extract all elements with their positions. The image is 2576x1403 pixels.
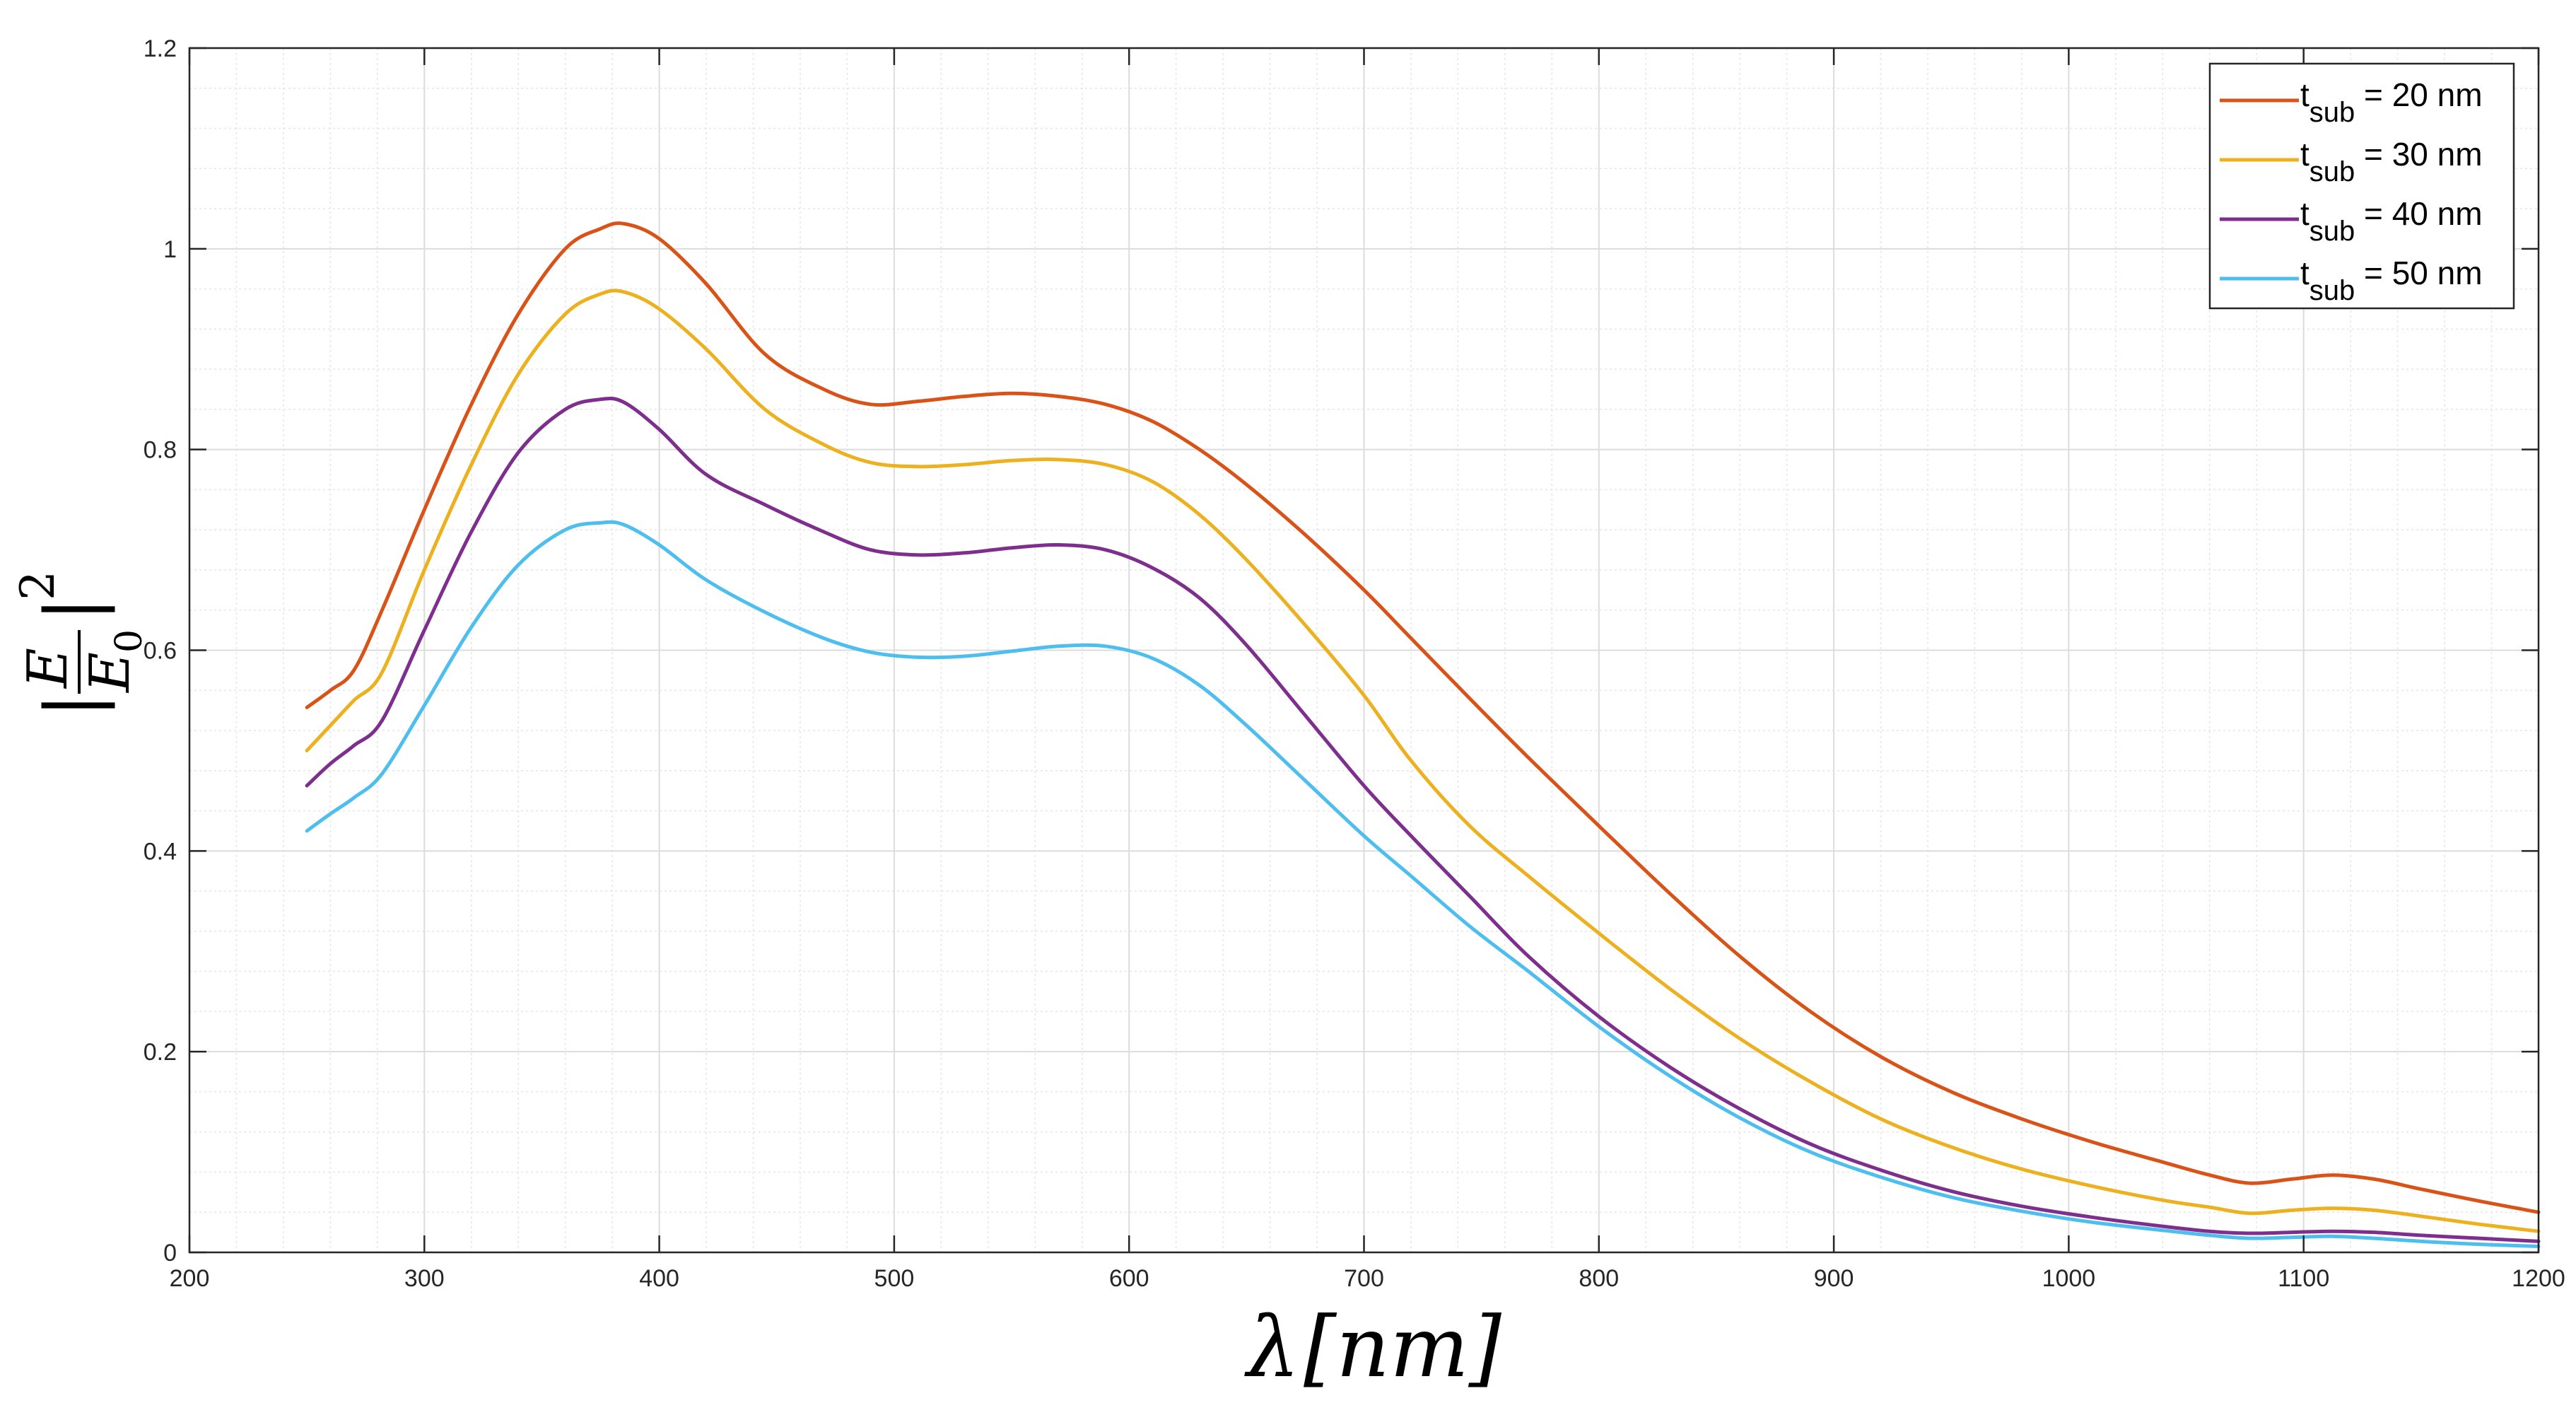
ticks [188,47,2540,1254]
legend-label: tsub = 20 nm [2300,76,2483,128]
legend-entries: tsub = 20 nm tsub = 30 nm tsub = 40 nm tsub… [2220,76,2483,306]
legend-box [2208,62,2515,310]
x-label-symbol: λ [1244,1298,1300,1396]
x-tick-label: 800 [1579,1265,1619,1292]
x-tick-label: 400 [639,1265,679,1292]
y-label-denominator-subscript: 0 [108,629,151,653]
x-tick-label: 200 [170,1265,210,1292]
x-tick-label: 1000 [2042,1265,2096,1292]
y-tick-label: 1.2 [144,35,177,62]
y-tick-label: 0 [163,1240,177,1267]
x-tick-label: 300 [404,1265,445,1292]
legend: tsub = 20 nm tsub = 30 nm tsub = 40 nm tsub… [2208,62,2515,310]
x-tick-label: 600 [1109,1265,1149,1292]
x-tick-label: 700 [1344,1265,1384,1292]
y-label-exponent: 2 [11,571,65,600]
x-tick-label: 900 [1814,1265,1854,1292]
y-tick-label: 0.6 [144,638,177,665]
x-tick-label: 1100 [2278,1265,2329,1292]
legend-label: tsub = 50 nm [2300,255,2483,306]
series-line-2 [305,289,2541,1233]
tick-labels: 200 300 400 500 600 700 800 900 1000 1100 1200 0 0.2… [144,35,2565,1292]
y-tick-label: 0.4 [144,838,177,865]
y-label-bar-open: | [29,693,115,718]
y-label-numerator: E [16,648,80,689]
legend-label: tsub = 40 nm [2300,195,2483,247]
series-line-4 [305,520,2541,1248]
y-tick-label: 1 [163,236,177,263]
y-axis-label: | E E 0 | 2 [11,571,151,718]
x-axis-label: λ [nm] [1244,1298,1502,1396]
y-tick-label: 0.8 [144,437,177,464]
series-group [305,221,2541,1248]
y-label-denominator: E [78,652,142,694]
x-tick-label: 500 [874,1265,915,1292]
y-label-bar-close: | [29,597,115,622]
x-label-unit: [nm] [1304,1298,1502,1396]
x-tick-label: 1200 [2512,1265,2565,1292]
series-line-3 [305,396,2541,1243]
legend-label: tsub = 30 nm [2300,136,2483,187]
y-tick-label: 0.2 [144,1039,177,1066]
series-line-1 [305,221,2541,1214]
